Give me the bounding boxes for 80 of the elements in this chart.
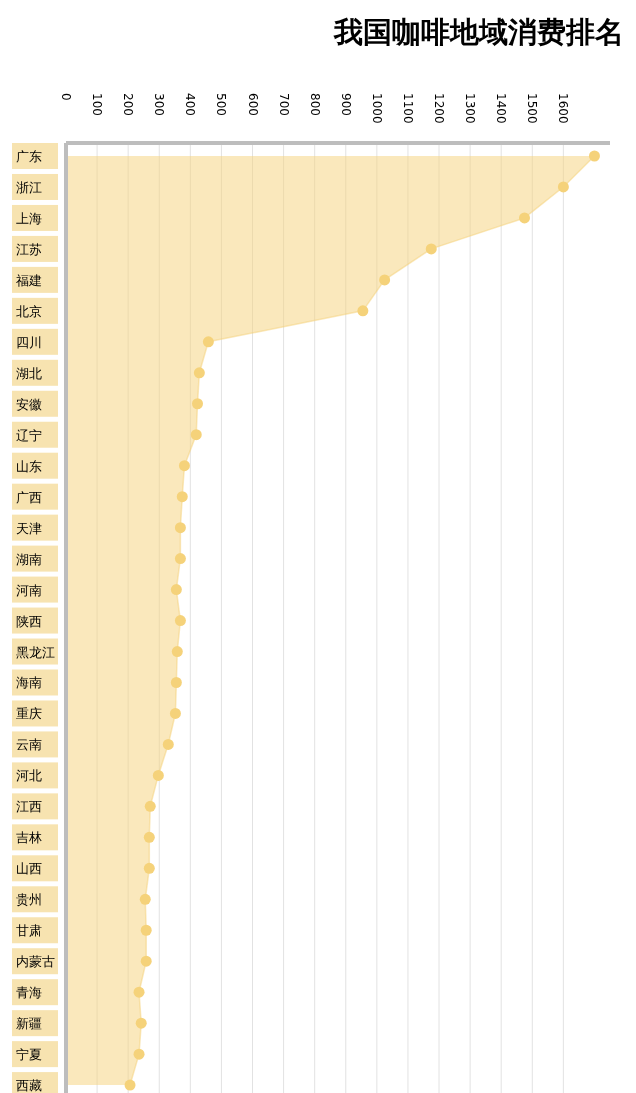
x-tick-label: 700 xyxy=(276,93,291,116)
x-tick-label: 800 xyxy=(307,93,322,116)
y-tick-label: 重庆 xyxy=(16,706,42,722)
y-tick-label: 内蒙古 xyxy=(16,954,55,970)
y-tick-label: 山西 xyxy=(16,861,42,877)
point xyxy=(144,800,156,812)
y-tick-label: 河南 xyxy=(16,582,42,598)
y-tick-label: 西藏 xyxy=(16,1078,42,1093)
x-tick-label: 200 xyxy=(121,93,136,116)
point xyxy=(162,738,174,750)
y-tick-label: 湖南 xyxy=(16,551,42,567)
y-tick-label: 吉林 xyxy=(16,830,42,846)
point xyxy=(174,553,186,565)
point xyxy=(193,367,205,379)
y-tick-label: 青海 xyxy=(16,985,42,1001)
point xyxy=(176,491,188,503)
point xyxy=(202,336,214,348)
y-tick-label: 福建 xyxy=(16,272,42,288)
point xyxy=(425,243,437,255)
y-tick-label: 北京 xyxy=(16,303,42,319)
point xyxy=(169,707,181,719)
y-tick-label: 广东 xyxy=(16,149,42,164)
y-tick-label: 山东 xyxy=(16,458,42,474)
x-tick-label: 1000 xyxy=(369,93,384,124)
y-tick-label: 海南 xyxy=(16,675,42,691)
point xyxy=(379,274,391,286)
y-tick-label: 江苏 xyxy=(16,241,42,257)
x-tick-label: 1600 xyxy=(556,93,571,124)
x-tick-label: 1300 xyxy=(463,93,478,124)
x-tick-label: 0 xyxy=(59,93,73,101)
x-tick-label: 1400 xyxy=(494,93,509,124)
point xyxy=(557,181,569,193)
y-tick-label: 江西 xyxy=(16,799,42,815)
y-tick-label: 贵州 xyxy=(16,892,42,908)
y-tick-label: 甘肃 xyxy=(16,923,42,939)
y-tick-label: 天津 xyxy=(16,520,42,536)
point xyxy=(140,955,152,967)
y-tick-label: 宁夏 xyxy=(16,1047,42,1063)
y-tick-label: 黑龙江 xyxy=(16,644,55,660)
point xyxy=(143,831,155,843)
point xyxy=(152,769,164,781)
y-tick-label: 安徽 xyxy=(16,396,42,412)
y-tick-label: 新疆 xyxy=(16,1016,42,1032)
x-tick-label: 600 xyxy=(245,93,260,116)
y-tick-label: 陕西 xyxy=(16,613,42,629)
point xyxy=(133,986,145,998)
point xyxy=(191,398,203,410)
chart-title: 我国咖啡地域消费排名 xyxy=(333,15,624,49)
point xyxy=(357,305,369,317)
point xyxy=(140,924,152,936)
x-tick-label: 900 xyxy=(338,93,353,116)
x-tick-label: 1100 xyxy=(400,93,415,124)
point xyxy=(133,1048,145,1060)
point xyxy=(135,1017,147,1029)
point xyxy=(171,646,183,658)
x-tick-label: 1500 xyxy=(525,93,540,124)
y-tick-label: 四川 xyxy=(16,334,42,350)
y-tick-label: 浙江 xyxy=(16,179,42,195)
point xyxy=(143,862,155,874)
y-tick-label: 辽宁 xyxy=(16,427,42,443)
point xyxy=(190,429,202,441)
y-tick-label: 上海 xyxy=(16,210,42,226)
point xyxy=(139,893,151,905)
x-tick-label: 500 xyxy=(214,93,229,116)
x-tick-label: 100 xyxy=(90,93,105,116)
point xyxy=(174,615,186,627)
y-tick-label: 广西 xyxy=(16,489,42,505)
point xyxy=(588,150,600,162)
x-tick-label: 400 xyxy=(183,93,198,116)
point xyxy=(178,460,190,472)
point xyxy=(170,584,182,596)
point xyxy=(519,212,531,224)
point xyxy=(170,676,182,688)
y-tick-label: 湖北 xyxy=(16,365,42,381)
x-tick-label: 1200 xyxy=(432,93,447,124)
x-tick-label: 300 xyxy=(152,93,167,116)
point xyxy=(124,1079,136,1091)
point xyxy=(174,522,186,534)
y-tick-label: 云南 xyxy=(16,737,42,753)
y-tick-label: 河北 xyxy=(16,768,42,784)
